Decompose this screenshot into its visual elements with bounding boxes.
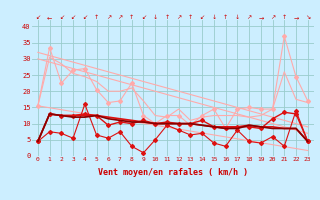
X-axis label: Vent moyen/en rafales ( km/h ): Vent moyen/en rafales ( km/h ) bbox=[98, 168, 248, 177]
